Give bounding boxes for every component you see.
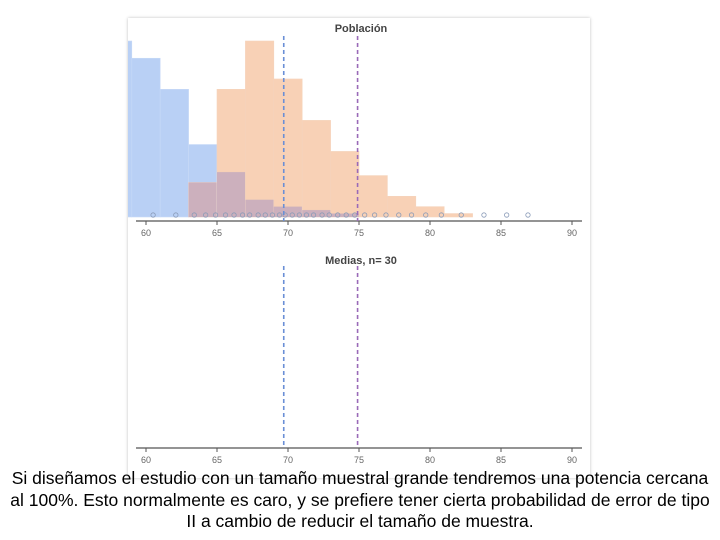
overlap-bar bbox=[302, 210, 331, 217]
means-x-axis: 60 65 70 75 80 85 90 bbox=[136, 447, 582, 465]
sample-point bbox=[212, 212, 219, 218]
tick-label: 80 bbox=[425, 455, 435, 465]
sample-point bbox=[383, 212, 389, 218]
sample-point bbox=[231, 212, 237, 218]
tick-label: 65 bbox=[212, 228, 222, 238]
means-chart-title: Medias, n= 30 bbox=[325, 255, 397, 267]
sample-point bbox=[326, 212, 332, 218]
blue-bar bbox=[159, 89, 189, 218]
population-x-axis: 60 65 70 75 80 85 90 bbox=[136, 220, 582, 238]
orange-bar bbox=[415, 206, 445, 218]
orange-bar bbox=[443, 213, 473, 218]
sample-point bbox=[203, 212, 209, 218]
tick-label: 70 bbox=[283, 455, 293, 465]
overlap-bar bbox=[217, 172, 246, 217]
population-chart-title: Población bbox=[335, 23, 388, 35]
sample-point bbox=[262, 212, 268, 218]
tick-label: 70 bbox=[283, 228, 293, 238]
sample-point bbox=[296, 212, 302, 218]
sample-point bbox=[335, 212, 341, 218]
orange-bar bbox=[330, 151, 360, 218]
sample-point bbox=[481, 212, 487, 218]
sample-point bbox=[150, 212, 156, 218]
sample-point bbox=[310, 212, 317, 218]
sample-point bbox=[255, 212, 261, 218]
tick-label: 60 bbox=[141, 228, 151, 238]
sample-point bbox=[276, 212, 283, 218]
sample-point bbox=[191, 212, 197, 218]
sample-point bbox=[408, 212, 415, 218]
sample-point bbox=[239, 212, 246, 218]
sample-point bbox=[396, 212, 402, 218]
orange-bar bbox=[273, 78, 303, 218]
tick-label: 75 bbox=[354, 455, 364, 465]
sample-point bbox=[362, 212, 368, 218]
sample-point bbox=[247, 212, 253, 218]
blue-bar bbox=[131, 57, 161, 218]
sample-point bbox=[222, 212, 229, 218]
population-sample-points bbox=[150, 212, 531, 218]
population-histogram bbox=[128, 40, 473, 218]
sample-point bbox=[269, 212, 275, 218]
sample-point bbox=[423, 212, 429, 218]
tick-label: 60 bbox=[141, 455, 151, 465]
orange-bar bbox=[245, 40, 275, 218]
means-reference-lines bbox=[282, 266, 359, 448]
sample-point bbox=[438, 212, 444, 218]
tick-label: 85 bbox=[496, 455, 506, 465]
sample-point bbox=[319, 212, 325, 218]
overlap-bar bbox=[188, 182, 217, 217]
slide-caption: Si diseñamos el estudio con un tamaño mu… bbox=[10, 468, 710, 531]
sample-point bbox=[525, 212, 531, 218]
tick-label: 75 bbox=[354, 228, 364, 238]
sample-point bbox=[343, 212, 349, 218]
sample-point bbox=[303, 212, 310, 218]
overlap-bar bbox=[273, 206, 303, 217]
blue-bar bbox=[128, 40, 133, 218]
sample-point bbox=[173, 212, 179, 218]
tick-label: 65 bbox=[212, 455, 222, 465]
orange-bar bbox=[301, 120, 331, 218]
population-reference-lines bbox=[282, 36, 359, 221]
sample-point bbox=[372, 212, 378, 218]
sample-point bbox=[458, 212, 464, 218]
tick-label: 80 bbox=[425, 228, 435, 238]
chart-panel: Población 60 65 70 75 80 85 90 Medias, n= 30 6… bbox=[128, 18, 590, 478]
sample-point bbox=[504, 212, 510, 218]
sample-point bbox=[289, 212, 295, 218]
overlap-bar bbox=[245, 199, 274, 217]
chart-svg: Población 60 65 70 75 80 85 90 Medias, n= 30 6… bbox=[128, 23, 582, 465]
tick-label: 90 bbox=[567, 455, 577, 465]
overlap-bar bbox=[330, 213, 359, 217]
orange-bar bbox=[387, 195, 417, 218]
tick-label: 90 bbox=[567, 228, 577, 238]
tick-label: 85 bbox=[496, 228, 506, 238]
orange-bar bbox=[358, 175, 388, 218]
